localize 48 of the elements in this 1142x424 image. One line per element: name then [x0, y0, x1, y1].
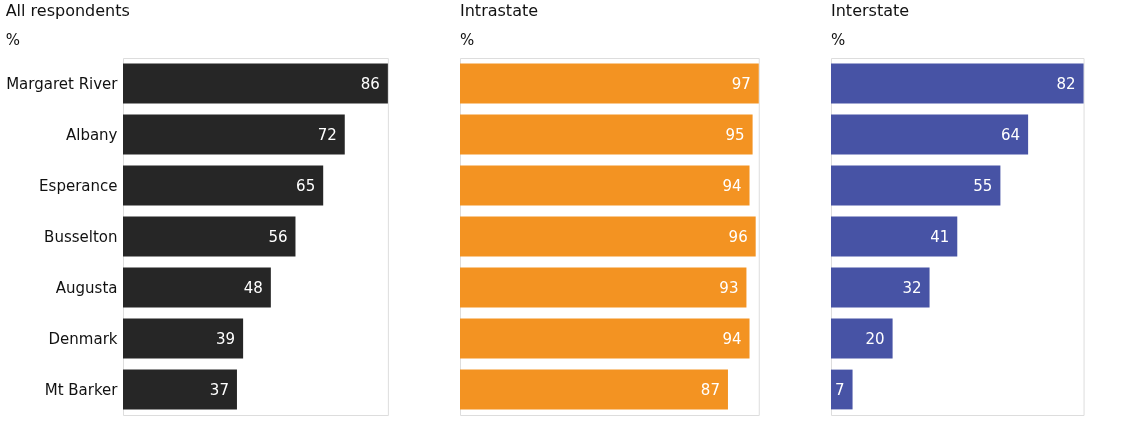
- data-label: 55: [973, 176, 993, 195]
- bar: [123, 318, 244, 359]
- y-tick-label: Denmark: [48, 329, 118, 348]
- bar: [123, 165, 324, 206]
- data-label: 64: [1001, 125, 1021, 144]
- y-tick-label: Busselton: [44, 227, 118, 246]
- data-label: 82: [1056, 74, 1076, 93]
- data-label: 94: [722, 329, 742, 348]
- bar: [123, 267, 271, 308]
- y-tick-label: Mt Barker: [44, 380, 119, 399]
- bar: [831, 318, 893, 359]
- chart-subtitle: %: [5, 31, 20, 49]
- data-label: 72: [317, 125, 337, 144]
- bar: [831, 267, 930, 308]
- bar: [123, 369, 237, 410]
- data-label: 56: [268, 227, 288, 246]
- data-label: 39: [216, 329, 236, 348]
- data-label: 86: [360, 74, 380, 93]
- chart-title: Intrastate: [460, 1, 539, 20]
- data-label: 41: [930, 227, 950, 246]
- y-tick-label: Augusta: [55, 278, 118, 297]
- chart-subtitle: %: [831, 31, 846, 49]
- chart-title: All respondents: [5, 1, 130, 20]
- data-label: 96: [728, 227, 748, 246]
- bar: [831, 216, 958, 257]
- data-label: 65: [296, 176, 316, 195]
- data-label: 97: [731, 74, 751, 93]
- data-label: 37: [209, 380, 229, 399]
- data-label: 7: [835, 380, 845, 399]
- chart-subtitle: %: [460, 31, 475, 49]
- bar: [831, 165, 1001, 206]
- data-label: 87: [700, 380, 720, 399]
- data-label: 94: [722, 176, 742, 195]
- y-tick-label: Albany: [65, 125, 118, 144]
- data-label: 20: [865, 329, 885, 348]
- bar: [831, 63, 1084, 104]
- data-label: 93: [719, 278, 739, 297]
- bar: [123, 114, 345, 155]
- bar: [831, 114, 1029, 155]
- bar: [123, 63, 388, 104]
- data-label: 32: [902, 278, 922, 297]
- bar: [123, 216, 296, 257]
- y-tick-label: Esperance: [39, 176, 118, 195]
- y-tick-label: Margaret River: [6, 74, 119, 93]
- bar: [831, 369, 853, 410]
- data-label: 48: [243, 278, 263, 297]
- chart-title: Interstate: [831, 1, 910, 20]
- data-label: 95: [725, 125, 745, 144]
